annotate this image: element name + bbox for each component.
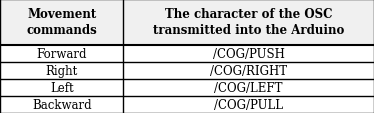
Text: /COG/PUSH: /COG/PUSH: [213, 47, 285, 60]
Text: Forward: Forward: [36, 47, 87, 60]
Bar: [0, 45, 374, 62]
Bar: [0, 96, 374, 113]
Text: /COG/LEFT: /COG/LEFT: [214, 81, 283, 94]
Text: Movement
commands: Movement commands: [26, 8, 97, 37]
Text: Right: Right: [46, 64, 78, 77]
Bar: [0, 79, 374, 96]
Text: /COG/RIGHT: /COG/RIGHT: [210, 64, 287, 77]
Bar: [0, 0, 374, 45]
Text: The character of the OSC
transmitted into the Arduino: The character of the OSC transmitted int…: [153, 8, 344, 37]
Text: /COG/PULL: /COG/PULL: [214, 98, 283, 111]
Bar: [0, 62, 374, 79]
Text: Backward: Backward: [32, 98, 92, 111]
Text: Left: Left: [50, 81, 74, 94]
